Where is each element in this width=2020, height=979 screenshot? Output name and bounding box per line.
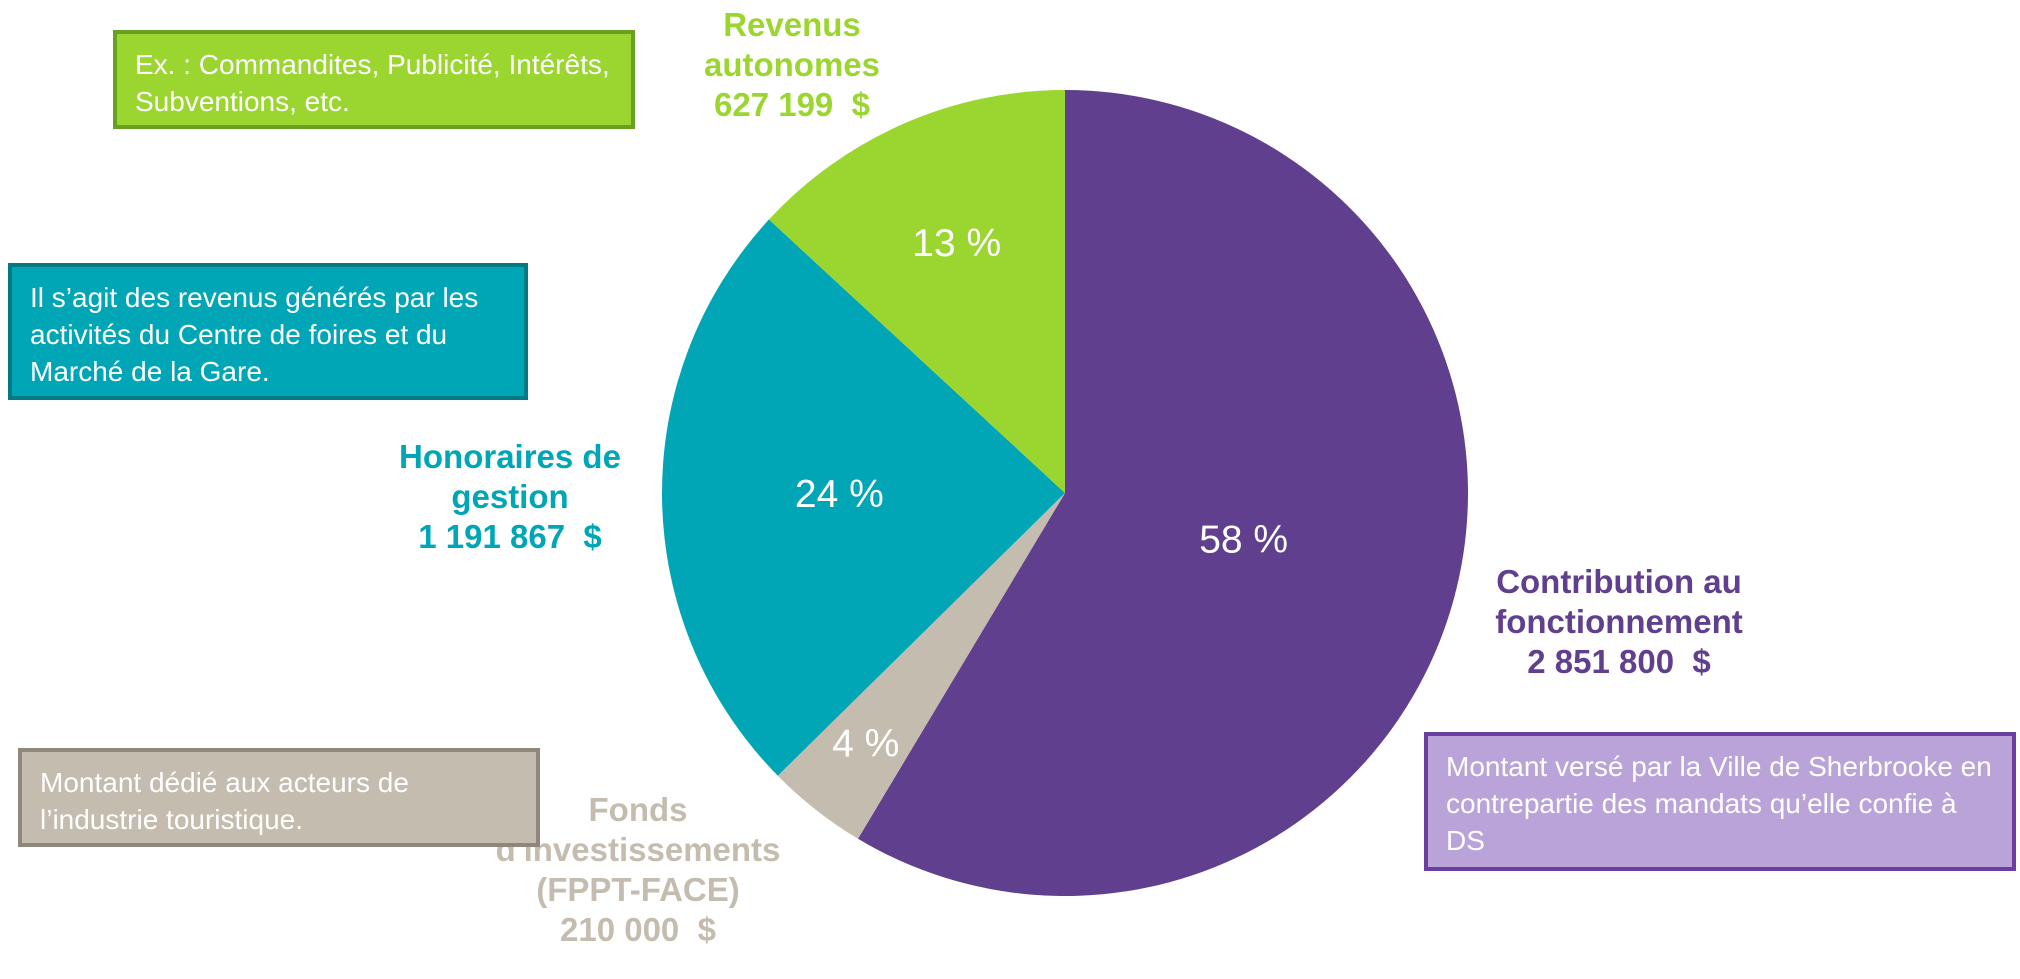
percent-label: 4 % — [832, 723, 899, 766]
category-name: Fonds d'investissements (FPPT-FACE) — [495, 791, 781, 908]
category-label: Honoraires de gestion 1 191 867 $ — [360, 437, 660, 557]
pie-slice — [777, 493, 1065, 839]
category-label: Revenus autonomes 627 199 $ — [672, 5, 912, 125]
pie-slice — [768, 90, 1065, 493]
category-name: Honoraires de gestion — [399, 438, 621, 515]
amount: 1 191 867 $ — [418, 518, 602, 555]
amount: 627 199 $ — [714, 86, 870, 123]
note-box: Montant versé par la Ville de Sherbrooke… — [1424, 732, 2016, 871]
note-box: Montant dédié aux acteurs de l’industrie… — [18, 748, 540, 847]
category-name: Contribution au fonctionnement — [1495, 563, 1743, 640]
percent-label: 24 % — [795, 473, 884, 516]
category-label: Fonds d'investissements (FPPT-FACE) 210 0… — [468, 790, 808, 950]
note-box: Il s’agit des revenus générés par les ac… — [8, 263, 528, 400]
amount: 2 851 800 $ — [1527, 643, 1711, 680]
percent-label: 13 % — [912, 222, 1001, 265]
category-name: Revenus autonomes — [703, 6, 881, 83]
pie-slice — [857, 90, 1468, 896]
percent-label: 58 % — [1199, 519, 1288, 562]
category-label: Contribution au fonctionnement 2 851 800 … — [1469, 562, 1769, 682]
amount: 210 000 $ — [560, 911, 716, 948]
pie-slice — [661, 219, 1065, 776]
note-box: Ex. : Commandites, Publicité, Intérêts, … — [113, 30, 635, 129]
